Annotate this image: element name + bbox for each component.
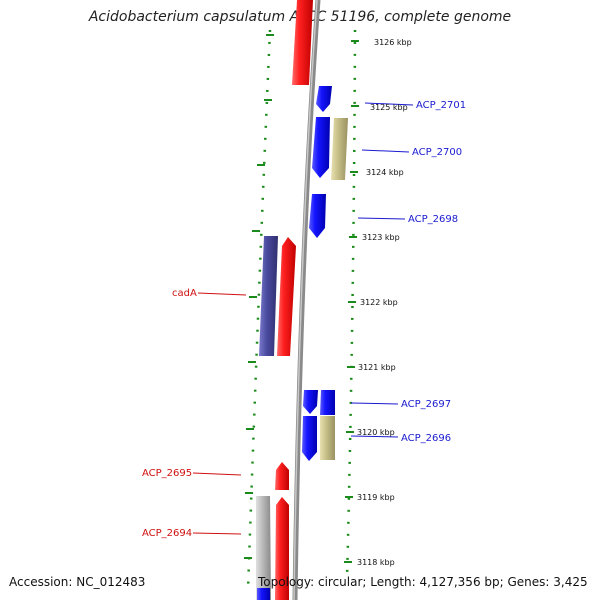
leader-lines [192,102,414,535]
feature-gray[interactable] [256,496,271,600]
tick-label: 3120 kbp [357,428,395,437]
feature-tan-top[interactable] [331,118,348,180]
feature-acp-2694[interactable] [275,497,289,600]
gene-label-acp-2695[interactable]: ACP_2695 [142,468,192,479]
feature-acp-2697[interactable] [303,390,318,414]
feature-acp-2695[interactable] [275,462,289,490]
feature-acp-2700[interactable] [312,117,330,178]
feature-acp-2698[interactable] [309,194,326,238]
scale-ring-inner [246,29,272,591]
tick-label: 3126 kbp [374,38,412,47]
feature-acp-2701[interactable] [316,86,332,112]
feature-tan-bottom[interactable] [320,416,335,460]
gene-label-acp-2696[interactable]: ACP_2696 [401,433,451,444]
accession-label: Accession: NC_012483 [9,575,146,589]
feature-acp-2696[interactable] [302,416,317,461]
genome-backbone [292,0,321,600]
tick-labels: 3126 kbp 3125 kbp 3124 kbp 3123 kbp 3122… [357,38,412,567]
gene-label-acp-2694[interactable]: ACP_2694 [142,528,192,539]
tick-label: 3123 kbp [362,233,400,242]
gene-label-acp-2697[interactable]: ACP_2697 [401,399,451,410]
feature-blue-sq[interactable] [320,390,335,415]
feature-blue-bottom[interactable] [257,588,270,600]
gene-label-acp-2698[interactable]: ACP_2698 [408,214,458,225]
feature-red-top[interactable] [292,0,313,85]
feature-cada[interactable] [259,236,278,356]
gene-labels: ACP_2701 ACP_2700 ACP_2698 cadA ACP_2697… [142,100,466,539]
tick-label: 3118 kbp [357,558,395,567]
gene-label-acp-2701[interactable]: ACP_2701 [416,100,466,111]
tick-label: 3121 kbp [358,363,396,372]
gene-label-cada[interactable]: cadA [172,288,197,299]
tick-label: 3119 kbp [357,493,395,502]
tick-label: 3125 kbp [370,103,408,112]
tick-label: 3124 kbp [366,168,404,177]
topology-summary: Topology: circular; Length: 4,127,356 bp… [258,575,588,589]
outer-tick-marks [344,40,359,563]
gene-label-acp-2700[interactable]: ACP_2700 [412,147,462,158]
feature-red-mid[interactable] [277,237,296,356]
inner-tick-marks [244,34,274,559]
tick-label: 3122 kbp [360,298,398,307]
